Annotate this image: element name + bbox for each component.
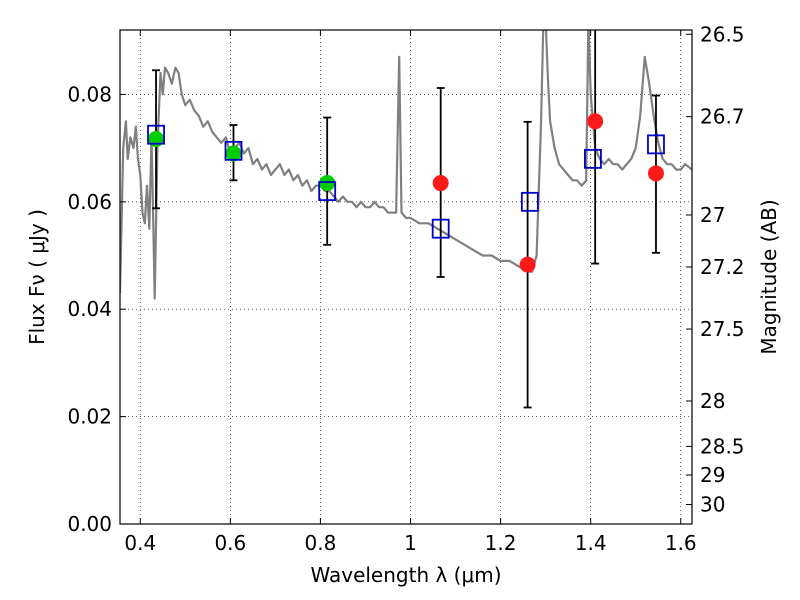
y-tick-label: 0.00 bbox=[67, 512, 112, 536]
y-axis-title: Flux Fν ( μJy ) bbox=[25, 209, 49, 345]
y2-tick-label: 28 bbox=[700, 389, 725, 413]
observed-flux-point bbox=[319, 175, 336, 192]
model-spectrum-line bbox=[120, 30, 692, 300]
y-tick-label: 0.08 bbox=[67, 82, 112, 106]
model-flux-point bbox=[647, 134, 665, 155]
model-flux-point bbox=[584, 148, 602, 169]
y2-axis-title: Magnitude (AB) bbox=[757, 199, 781, 354]
observed-flux-point bbox=[647, 165, 664, 182]
y2-tick-label: 26.5 bbox=[700, 22, 745, 46]
x-tick-label: 1 bbox=[404, 531, 417, 555]
observed-flux-point bbox=[225, 145, 242, 162]
axis-ticks: 0.4 0.6 0.8 1 1.2 1.4 1.6 0.00 0.02 0.04 0.06 0.08 2… bbox=[67, 22, 744, 555]
y2-tick-label: 27 bbox=[700, 203, 725, 227]
model-flux-point bbox=[520, 191, 539, 212]
observed-flux-point bbox=[587, 113, 604, 130]
x-tick-label: 1.4 bbox=[575, 531, 607, 555]
plot-area bbox=[120, 30, 692, 409]
model-flux-point bbox=[224, 140, 243, 161]
x-tick-label: 0.8 bbox=[305, 531, 337, 555]
y2-tick-label: 28.5 bbox=[700, 434, 745, 458]
observed-flux-point bbox=[432, 175, 449, 192]
y-tick-label: 0.04 bbox=[67, 297, 112, 321]
observed-flux-point bbox=[519, 256, 536, 273]
y2-tick-label: 27.5 bbox=[700, 317, 745, 341]
model-flux-point bbox=[318, 181, 337, 201]
x-tick-label: 1.2 bbox=[485, 531, 517, 555]
y2-tick-label: 27.2 bbox=[700, 255, 745, 279]
y-tick-label: 0.02 bbox=[67, 405, 112, 429]
y2-tick-label: 26.7 bbox=[700, 105, 745, 129]
model-flux-point bbox=[431, 218, 450, 239]
model-flux-point bbox=[147, 124, 165, 145]
y2-tick-label: 30 bbox=[700, 493, 725, 517]
x-tick-label: 0.6 bbox=[214, 531, 246, 555]
y2-tick-label: 29 bbox=[700, 463, 725, 487]
x-tick-label: 0.4 bbox=[124, 531, 156, 555]
plot-frame bbox=[119, 29, 693, 525]
x-tick-label: 1.6 bbox=[665, 531, 697, 555]
y-tick-label: 0.06 bbox=[67, 190, 112, 214]
x-axis-title: Wavelength λ (μm) bbox=[310, 563, 501, 587]
